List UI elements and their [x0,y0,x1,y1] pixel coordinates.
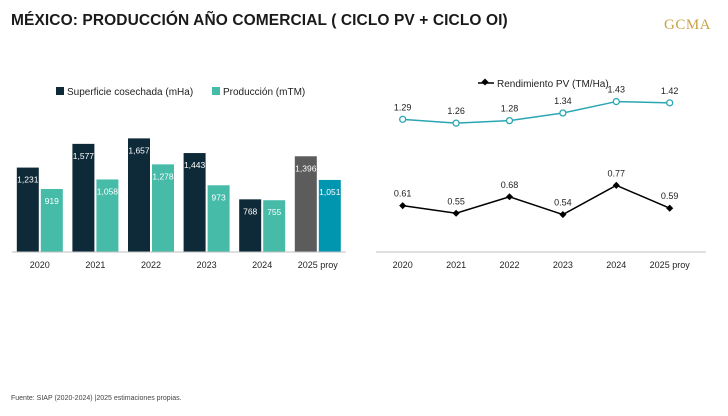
brand-logo: GCMA [664,17,712,33]
legend-label-superficie: Superficie cosechada (mHa) [67,87,193,98]
x-tick-label: 2023 [553,260,573,270]
line-legend: Rendimiento PV (TM/Ha) [478,78,609,90]
x-tick-label: 2023 [197,260,217,270]
point-marker-rendimiento [612,181,620,189]
point-data-label: 0.77 [608,168,626,178]
point-data-label: 1.43 [608,85,626,95]
point-marker-rendimiento [452,209,460,217]
point-data-label: 0.68 [501,180,519,190]
bar-data-label: 1,278 [152,171,174,181]
series-line-top [402,100,670,124]
bar-superficie-2025-proy [294,156,317,252]
bar-produccion-2025-proy [318,179,341,252]
point-data-label: 0.61 [394,189,412,199]
bar-superficie-2024 [239,199,262,252]
bar-data-label: 919 [45,196,59,206]
point-marker-rendimiento [399,202,407,210]
x-tick-label: 2021 [85,260,105,270]
bar-superficie-2022 [128,138,150,252]
point-data-label: 1.34 [554,96,572,106]
point-marker-top [505,116,514,125]
source-note: Fuente: SIAP (2020-2024) |2025 estimacio… [11,395,182,402]
bar-produccion-2024 [263,200,286,252]
x-tick-label: 2022 [499,260,519,270]
x-tick-label: 2024 [252,260,272,270]
bar-superficie-2021 [72,143,95,252]
bar-data-label: 1,231 [17,175,39,185]
bar-superficie-2023 [183,153,206,252]
x-tick-label: 2021 [446,260,466,270]
point-marker-rendimiento [505,193,514,201]
point-marker-top [559,109,567,117]
bar-data-label: 1,657 [128,145,150,155]
bar-produccion-2022 [152,164,174,252]
legend-swatch-superficie [56,87,64,95]
point-data-label: 1.26 [447,106,465,116]
x-tick-label: 2020 [393,260,413,270]
bar-chart: Superficie cosechada (mHa) Producción (m… [12,87,346,270]
legend-label-rendimiento: Rendimiento PV (TM/Ha) [497,79,609,90]
legend-label-produccion: Producción (mTM) [223,87,305,98]
bar-produccion-2020 [40,188,63,252]
x-tick-label: 2022 [141,260,161,270]
bar-data-label: 768 [243,206,257,216]
bar-produccion-2021 [96,179,119,252]
point-data-label: 0.54 [554,198,572,208]
bar-data-label: 1,396 [295,163,317,173]
point-data-label: 1.42 [661,86,679,96]
x-tick-label: 2020 [30,260,50,270]
x-tick-label: 2025 proy [650,260,691,270]
bar-legend: Superficie cosechada (mHa) Producción (m… [56,87,305,98]
bar-data-label: 973 [212,192,226,202]
series-line-rendimiento [402,184,670,216]
legend-swatch-produccion [212,87,220,95]
point-data-label: 0.55 [447,196,465,206]
point-data-label: 1.29 [394,102,412,112]
point-marker-top [399,115,407,123]
point-marker-top [452,119,460,127]
page-title: MÉXICO: PRODUCCIÓN AÑO COMERCIAL ( CICLO… [11,12,508,29]
legend-marker-rendimiento [481,78,489,86]
bar-data-label: 1,577 [73,151,95,161]
x-tick-label: 2024 [606,260,626,270]
bar-data-label: 1,443 [184,160,206,170]
point-data-label: 0.59 [661,191,679,201]
line-chart: Rendimiento PV (TM/Ha) 1.29 1.26 1.28 1.34 1… [376,78,706,270]
x-tick-label: 2025 proy [298,260,339,270]
bar-data-label: 1,058 [97,186,119,196]
point-marker-top [612,97,620,106]
bar-data-label: 1,051 [319,187,341,197]
bar-superficie-2020 [16,167,39,252]
bar-data-label: 755 [267,207,281,217]
point-marker-rendimiento [559,211,567,219]
point-data-label: 1.28 [501,104,519,114]
point-marker-rendimiento [666,204,674,212]
point-marker-top [666,99,674,107]
bar-produccion-2023 [207,185,230,252]
